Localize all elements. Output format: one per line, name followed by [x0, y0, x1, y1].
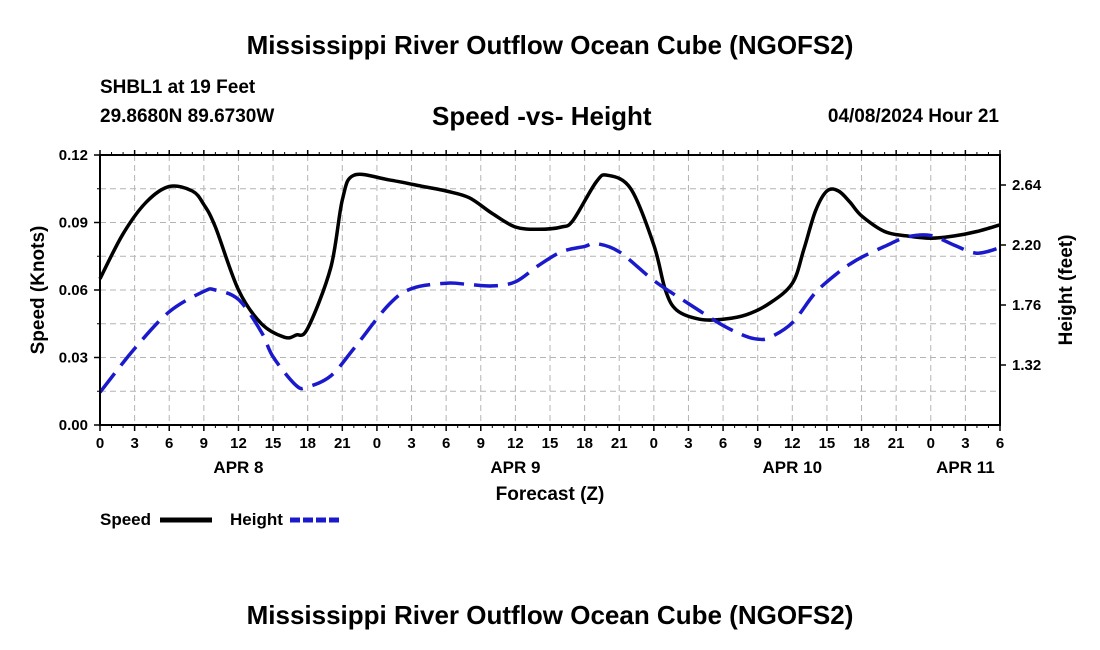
y-axis-title-left: Speed (Knots): [28, 226, 49, 355]
x-tick-label: 21: [888, 435, 905, 452]
station-label: SHBL1 at 19 Feet: [100, 77, 256, 98]
x-tick-label: 3: [130, 435, 138, 452]
forecast-datetime: 04/08/2024 Hour 21: [827, 106, 999, 127]
y-tick-label-right: 2.20: [1012, 237, 1041, 254]
x-tick-label: 15: [819, 435, 836, 452]
station-coordinates: 29.8680N 89.6730W: [100, 106, 275, 127]
x-tick-label: 21: [334, 435, 351, 452]
series-layer: [98, 172, 1001, 394]
axis-ticks: [94, 150, 1006, 431]
x-tick-label: 6: [996, 435, 1004, 452]
x-axis-title: Forecast (Z): [496, 484, 605, 505]
y-tick-label-left: 0.06: [59, 282, 88, 299]
series-line-height: [98, 233, 1001, 394]
x-day-label: APR 9: [490, 458, 540, 477]
series-line-speed: [98, 172, 1001, 340]
x-tick-label: 0: [927, 435, 935, 452]
x-tick-label: 18: [576, 435, 593, 452]
x-tick-label: 18: [853, 435, 870, 452]
x-tick-label: 15: [542, 435, 559, 452]
chart-title: Mississippi River Outflow Ocean Cube (NG…: [246, 30, 854, 60]
x-tick-label: 0: [650, 435, 658, 452]
y-tick-label-left: 0.00: [59, 417, 88, 434]
y-tick-label-right: 2.64: [1012, 177, 1042, 194]
x-tick-label: 6: [719, 435, 727, 452]
y-tick-label-right: 1.76: [1012, 297, 1041, 314]
x-tick-label: 12: [507, 435, 524, 452]
grid: [100, 155, 1000, 425]
y-tick-label-left: 0.09: [59, 215, 88, 232]
legend-label-speed: Speed: [100, 510, 152, 529]
x-tick-label: 0: [96, 435, 104, 452]
x-tick-label: 0: [373, 435, 381, 452]
x-tick-label: 3: [684, 435, 692, 452]
x-tick-label: 18: [299, 435, 316, 452]
y-tick-label-right: 1.32: [1012, 357, 1041, 374]
footer-title: Mississippi River Outflow Ocean Cube (NG…: [246, 600, 854, 630]
x-tick-label: 3: [407, 435, 415, 452]
y-tick-label-left: 0.03: [59, 350, 88, 367]
x-day-label: APR 10: [763, 458, 823, 477]
x-tick-label: 3: [961, 435, 969, 452]
x-day-label: APR 8: [213, 458, 263, 477]
x-day-label: APR 11: [936, 458, 995, 477]
legend-label-height: Height: [230, 510, 283, 529]
x-tick-label: 15: [265, 435, 282, 452]
x-tick-label: 6: [442, 435, 450, 452]
x-tick-label: 21: [611, 435, 628, 452]
x-tick-label: 6: [165, 435, 173, 452]
y-tick-label-left: 0.12: [59, 147, 88, 164]
x-tick-label: 12: [230, 435, 247, 452]
x-tick-label: 12: [784, 435, 801, 452]
chart-subtitle: Speed -vs- Height: [432, 101, 652, 131]
x-tick-label: 9: [754, 435, 762, 452]
x-tick-label: 9: [200, 435, 208, 452]
y-axis-title-right: Height (feet): [1056, 235, 1077, 346]
axis-labels: Forecast (Z) Speed (Knots) Height (feet)…: [28, 147, 1077, 505]
x-tick-label: 9: [477, 435, 485, 452]
